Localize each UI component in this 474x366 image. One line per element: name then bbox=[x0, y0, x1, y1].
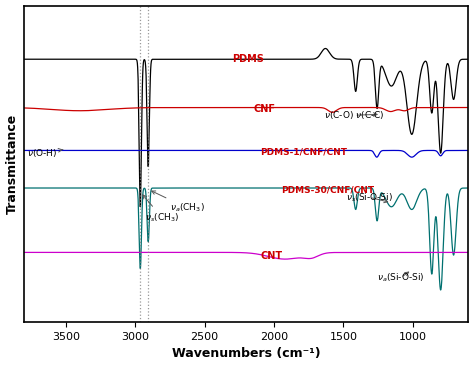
Text: $\nu_a$(CH$_3$): $\nu_a$(CH$_3$) bbox=[152, 191, 205, 214]
Text: $\nu_a$(Si-O-Si): $\nu_a$(Si-O-Si) bbox=[377, 272, 424, 284]
Text: PDMS-1/CNF/CNT: PDMS-1/CNF/CNT bbox=[260, 147, 347, 157]
X-axis label: Wavenumbers (cm⁻¹): Wavenumbers (cm⁻¹) bbox=[172, 347, 320, 361]
Text: $\nu$(C-O) $\nu$(C-C): $\nu$(C-O) $\nu$(C-C) bbox=[324, 109, 385, 121]
Text: $\nu_s$(Si-O-Si): $\nu_s$(Si-O-Si) bbox=[346, 191, 393, 203]
Text: CNF: CNF bbox=[253, 104, 275, 113]
Text: PDMS-30/CNF/CNT: PDMS-30/CNF/CNT bbox=[281, 185, 374, 194]
Text: PDMS: PDMS bbox=[232, 54, 264, 64]
Text: CNT: CNT bbox=[260, 251, 283, 261]
Text: $\nu$(O-H): $\nu$(O-H) bbox=[27, 147, 63, 159]
Y-axis label: Transmittance: Transmittance bbox=[6, 114, 18, 214]
Text: $\nu_s$(CH$_3$): $\nu_s$(CH$_3$) bbox=[143, 195, 179, 224]
